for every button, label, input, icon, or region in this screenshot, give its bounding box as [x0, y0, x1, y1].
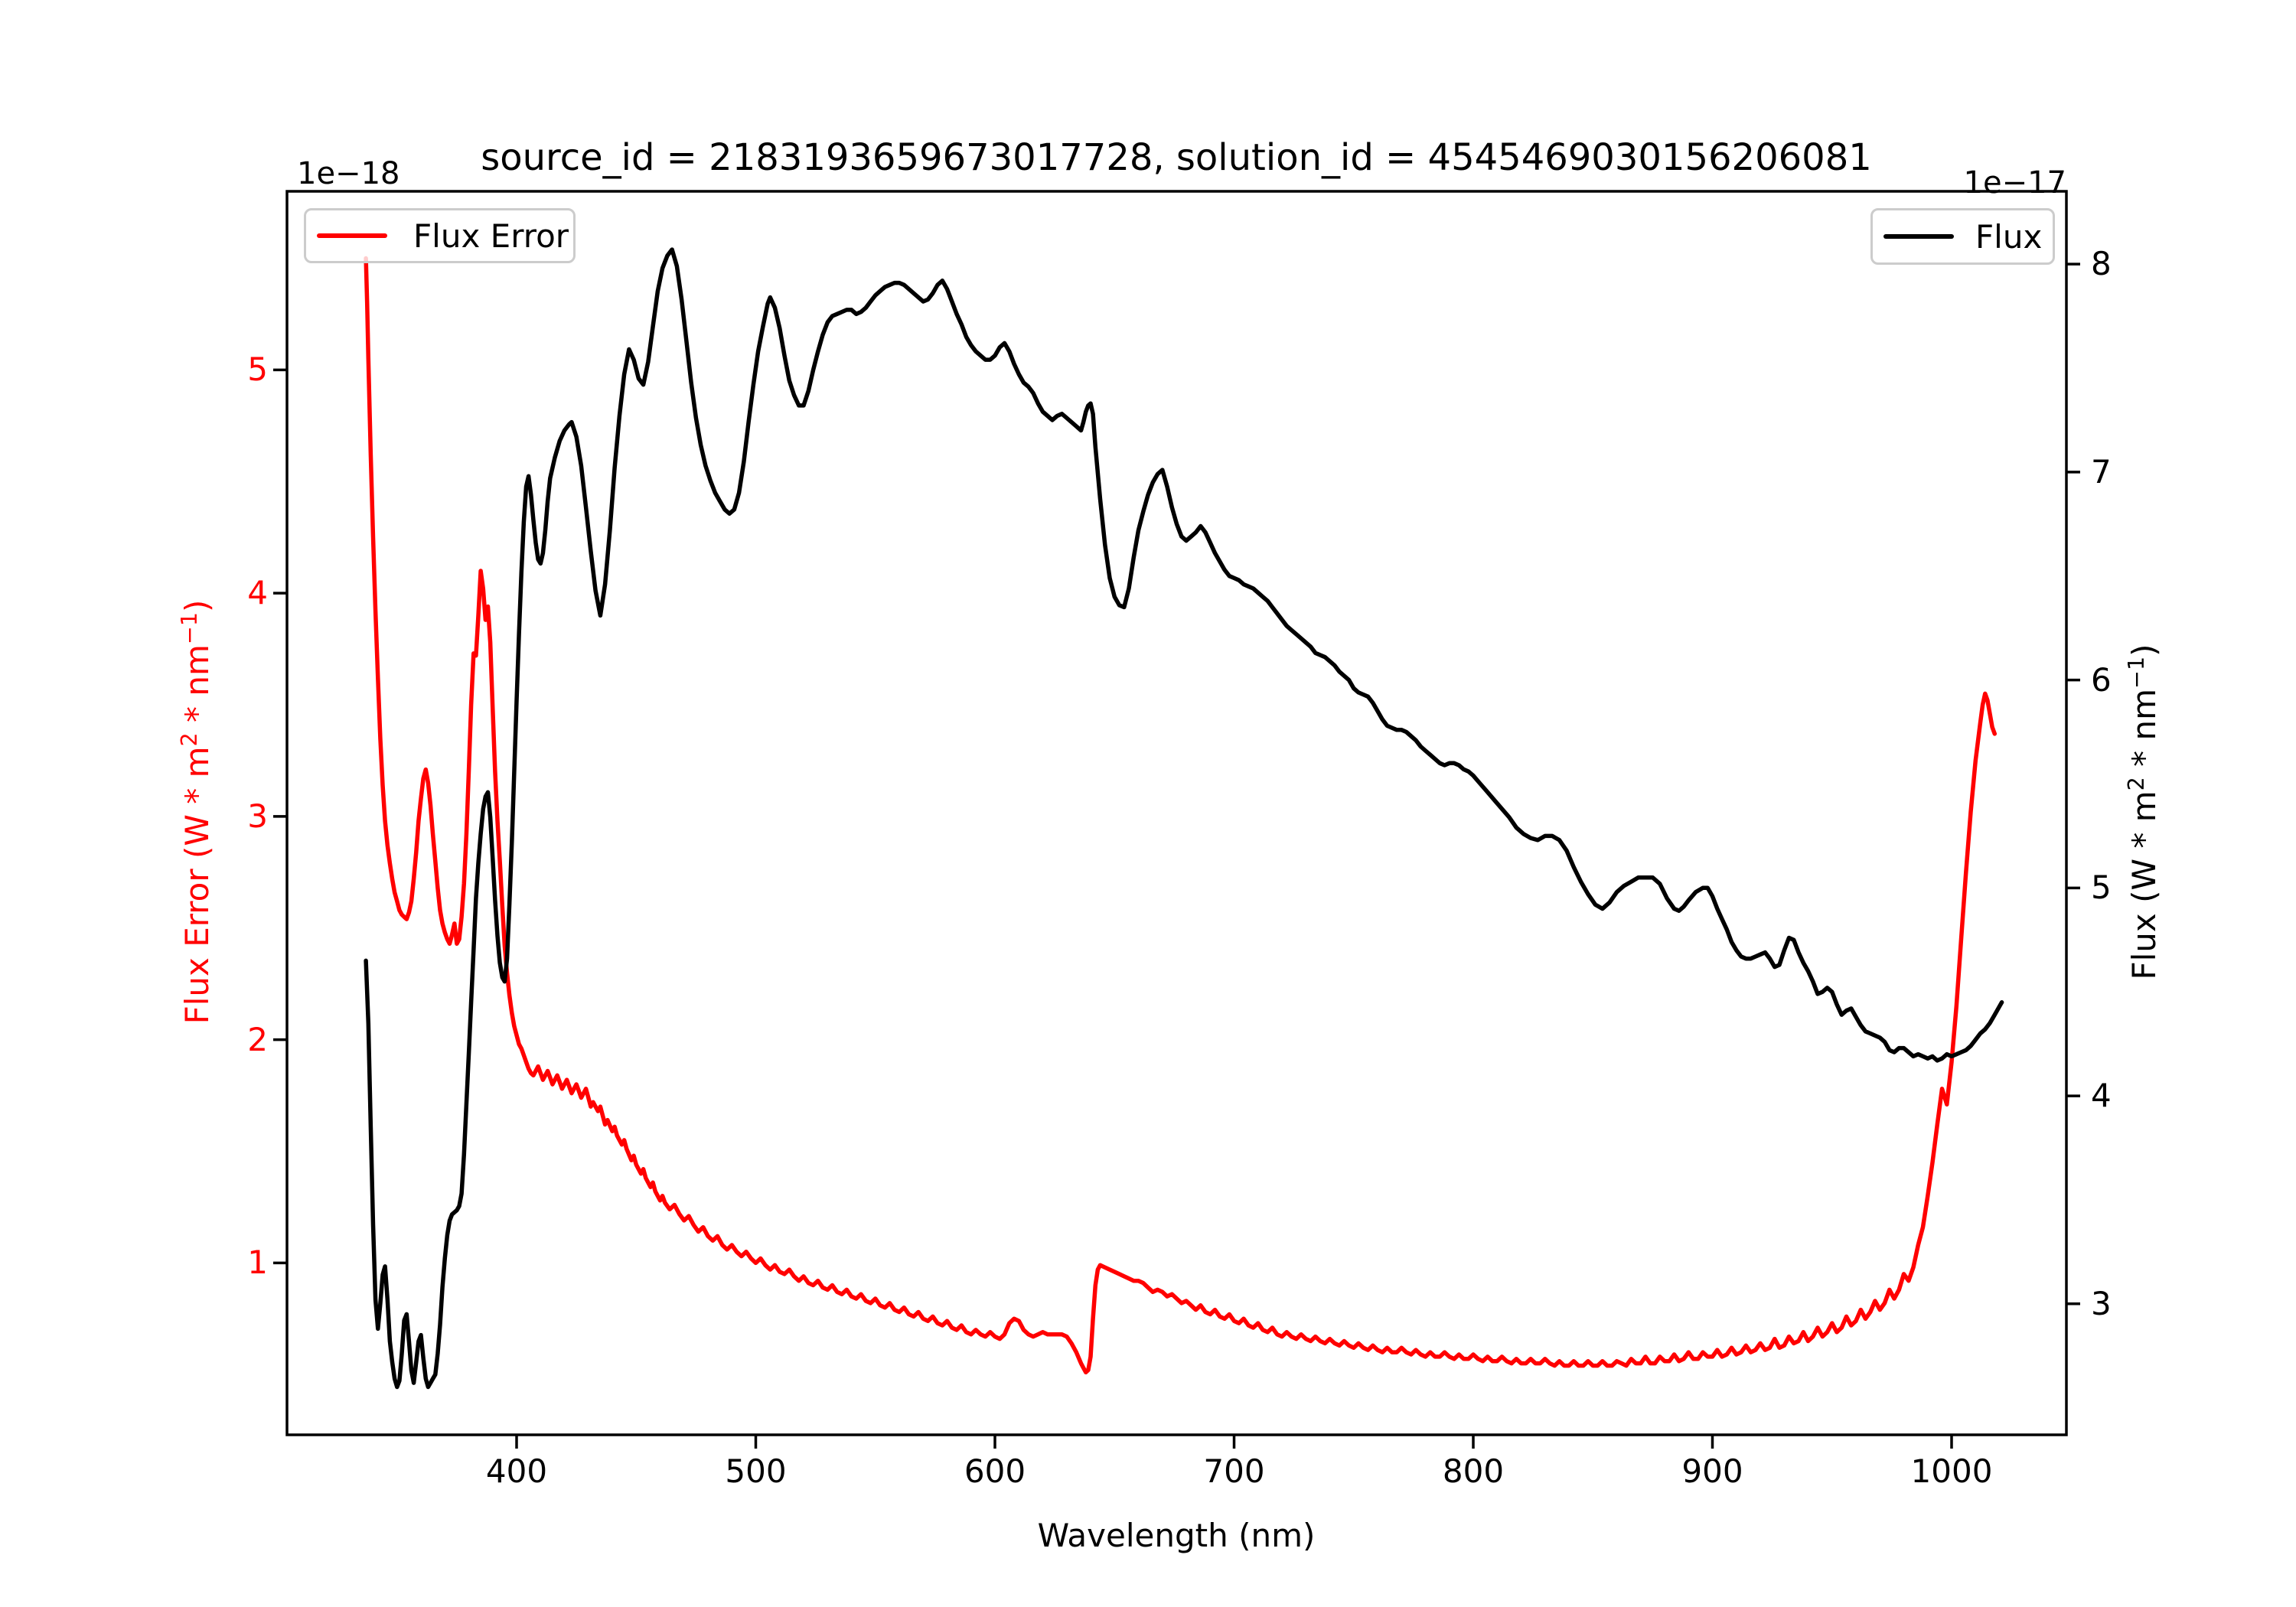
x-tick-label-800: 800 [1442, 1452, 1505, 1490]
flux-error-legend-line [317, 233, 387, 238]
right-y-tick-label-3: 3 [2091, 1284, 2112, 1322]
right-y-tick-label-6: 6 [2091, 660, 2112, 699]
right-y-tick-label-5: 5 [2091, 869, 2112, 907]
axes-border [285, 190, 2068, 1436]
left-y-tick-label-3: 3 [247, 797, 268, 835]
right-y-tick-label-8: 8 [2091, 245, 2112, 283]
x-axis-label: Wavelength (nm) [1037, 1517, 1316, 1554]
right-y-tick-label-7: 7 [2091, 452, 2112, 491]
legend-flux-error[interactable]: Flux Error [304, 208, 576, 263]
right-y-axis-label: Flux (W * m2 * nm−1) [2123, 644, 2163, 980]
x-tick-label-1000: 1000 [1910, 1452, 1993, 1490]
left-y-tick-label-4: 4 [247, 574, 268, 612]
legend-flux[interactable]: Flux [1870, 208, 2055, 265]
x-tick-label-600: 600 [964, 1452, 1026, 1490]
x-tick-label-900: 900 [1681, 1452, 1743, 1490]
flux-curve [364, 247, 2004, 1390]
flux-error-legend-label: Flux Error [413, 217, 569, 255]
x-tick-label-400: 400 [485, 1452, 548, 1490]
left-y-tick-label-2: 2 [247, 1020, 268, 1058]
flux-legend-line [1883, 234, 1954, 239]
left-y-tick-label-1: 1 [247, 1244, 268, 1282]
x-tick-label-500: 500 [725, 1452, 787, 1490]
flux-legend-label: Flux [1975, 217, 2043, 256]
right-y-tick-label-4: 4 [2091, 1077, 2112, 1115]
left-y-tick-label-5: 5 [247, 350, 268, 389]
x-tick-label-700: 700 [1203, 1452, 1265, 1490]
left-axis-offset-text: 1e−18 [297, 156, 400, 191]
tick-marks [273, 262, 2080, 1449]
plot-title: source_id = 2183193659673017728, solutio… [481, 136, 1872, 179]
right-axis-offset-text: 1e−17 [1963, 165, 2066, 200]
flux-error-curve [364, 256, 1998, 1375]
